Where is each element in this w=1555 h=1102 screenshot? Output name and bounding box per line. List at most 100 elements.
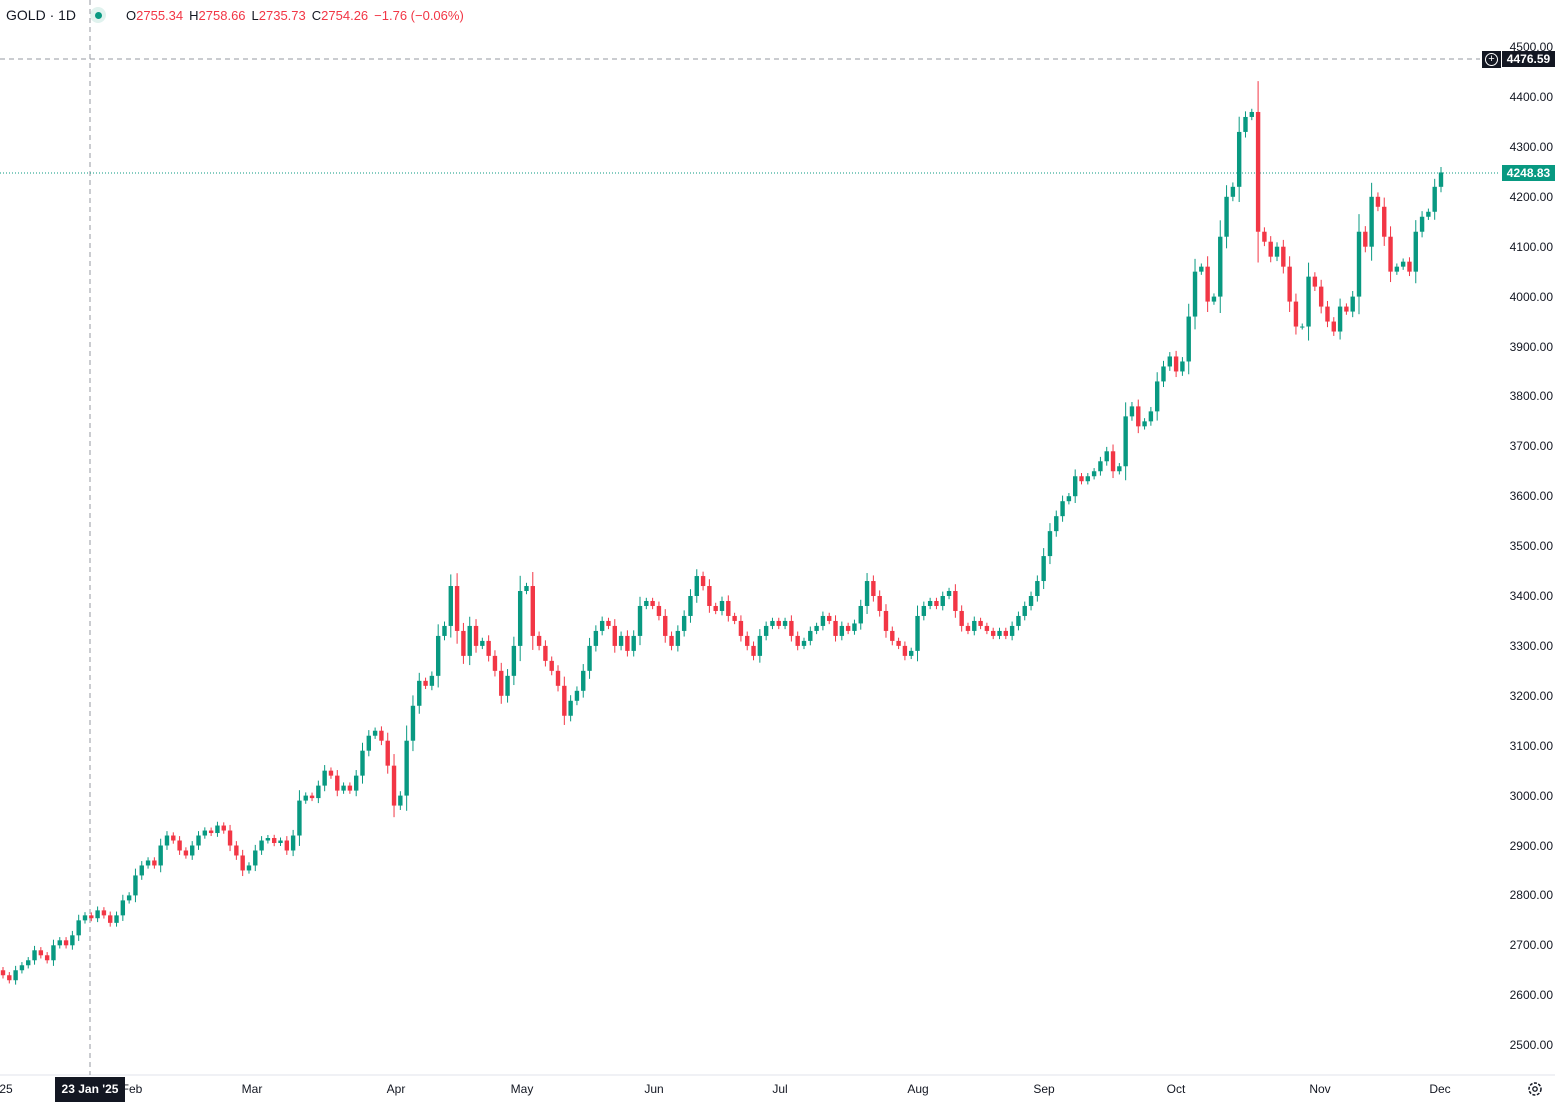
candle [1199,263,1204,275]
candle-body [1236,131,1242,187]
candle [1306,262,1311,341]
candle-body [719,600,725,611]
candle [1382,197,1387,246]
candle [940,591,945,611]
candle-body [26,960,31,966]
candle-body [776,620,781,626]
candle-body [1287,266,1292,302]
candle [240,849,245,877]
candle [1154,372,1160,421]
candle [404,725,409,811]
candle [272,834,277,847]
candle [530,572,535,650]
candle-body [871,581,876,596]
candle [890,626,895,646]
candle [612,619,617,653]
candle [795,631,800,651]
candle-body [921,605,927,616]
candle [562,676,567,725]
candle [372,727,378,739]
open-value: 2755.34 [136,7,184,23]
candle [1293,293,1299,335]
candle [13,965,18,985]
candle-body [1041,556,1046,582]
candle [177,836,182,855]
candle [499,662,504,704]
crosshair-price-label: 4476.59 [1502,51,1555,67]
candle [511,636,517,686]
candle-body [1300,326,1305,328]
candle [70,930,75,950]
candle-body [190,845,195,856]
candle [1205,256,1210,312]
candle-body [1363,231,1368,247]
candle [265,835,271,844]
y-tick-label: 2900.00 [1509,838,1553,853]
candle [650,597,655,610]
candle-body [751,645,756,656]
candle [215,821,220,837]
add-alert-button[interactable]: + [1482,51,1501,68]
candle-body [473,625,479,646]
y-tick-label: 2500.00 [1509,1038,1553,1053]
settings-button[interactable] [1526,1080,1544,1098]
candle [991,627,996,640]
y-tick-label: 3700.00 [1509,439,1553,454]
candle [120,894,126,921]
candle [1337,298,1343,340]
candle-body [1243,116,1248,132]
change-value: −1.76 (−0.06%) [374,7,464,23]
x-tick-label: Sep [1033,1082,1055,1096]
candle-body [1230,186,1236,197]
candle-body [1312,276,1318,287]
candle-body [814,625,819,631]
symbol-title[interactable]: GOLD · 1D [6,7,77,23]
candle-body [499,670,504,696]
candle [1236,116,1242,203]
candle [833,615,838,642]
candle [1388,226,1393,283]
candle [480,637,485,650]
candle-body [1356,231,1362,297]
candle [63,937,69,949]
candle [32,945,37,965]
candle [164,831,170,850]
x-tick-label: Oct [1166,1082,1186,1096]
candle [1350,291,1355,318]
candle [1249,108,1254,121]
x-tick-label: Jul [772,1082,788,1096]
candle [44,952,50,964]
candle-body [442,625,447,636]
candle [782,617,788,630]
candle [190,841,195,860]
candle-body [341,785,346,791]
candle [1262,227,1267,247]
candle-body [316,785,321,799]
candle [637,596,643,646]
candle-body [562,685,567,716]
candle-body [808,630,813,641]
candle-body [1186,316,1191,362]
candle [877,590,882,617]
candle-body [1400,261,1406,267]
candle-body [13,970,18,981]
candle-body [196,835,201,846]
candle [587,637,592,679]
candle [757,629,763,663]
candle [1356,214,1362,315]
candle-body [845,625,851,631]
gear-icon [1528,1082,1542,1096]
candle-body [177,840,182,851]
candle-body [511,645,517,676]
candle [303,792,308,804]
candle-body [1262,231,1267,242]
candle [845,622,851,635]
candle [505,669,510,703]
candle [965,622,971,635]
candle [606,617,611,630]
candle [713,602,718,615]
candle [934,597,939,610]
candle [366,730,372,757]
candle-body [1331,321,1336,332]
